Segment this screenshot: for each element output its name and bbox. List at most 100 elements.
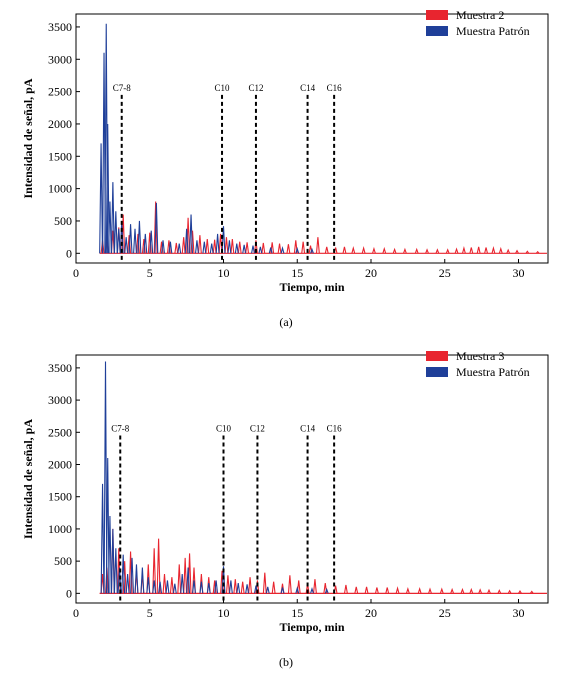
y-tick-label: 3500 <box>48 361 72 375</box>
peak <box>134 564 139 594</box>
x-tick-label: 0 <box>73 266 79 280</box>
peak <box>245 584 250 594</box>
x-tick-label: 25 <box>439 606 451 620</box>
peak <box>197 235 202 254</box>
legend-label: Muestra Patrón <box>456 24 530 38</box>
peak <box>218 233 223 254</box>
peak <box>195 240 199 254</box>
peak <box>417 586 422 594</box>
peak <box>529 590 534 594</box>
peak <box>497 589 502 594</box>
y-axis-label: Intensidad de señal, pA <box>21 419 35 539</box>
peak <box>313 579 317 594</box>
marker-label: C10 <box>216 424 232 434</box>
legend: Muestra 3 Muestra Patrón <box>426 349 530 379</box>
peak <box>507 589 512 594</box>
peak <box>143 233 148 254</box>
marker-label: C12 <box>250 424 265 434</box>
peak <box>450 587 455 594</box>
peak <box>177 243 182 254</box>
peak <box>137 220 142 254</box>
peak <box>214 580 219 594</box>
peak <box>315 237 320 254</box>
peak <box>364 586 369 594</box>
peak <box>435 248 440 254</box>
peak <box>478 588 483 594</box>
peak <box>425 248 429 254</box>
peak <box>100 483 105 594</box>
legend-label: Muestra 2 <box>456 8 504 22</box>
legend-swatch <box>426 351 448 361</box>
peak <box>268 247 273 254</box>
peak <box>184 228 189 254</box>
peak <box>392 247 397 254</box>
peak <box>361 246 366 254</box>
peak <box>125 573 130 594</box>
marker-label: C14 <box>300 83 316 93</box>
peak <box>265 586 270 594</box>
y-tick-label: 1500 <box>48 149 72 163</box>
peak <box>403 247 407 254</box>
peak <box>286 244 291 254</box>
peak <box>469 247 474 254</box>
y-tick-label: 3500 <box>48 20 72 34</box>
peak <box>487 588 491 594</box>
legend-label: Muestra 3 <box>456 349 504 363</box>
peak <box>190 230 195 254</box>
peak <box>162 573 167 594</box>
peak <box>271 581 276 594</box>
peak <box>372 246 376 254</box>
legend-label: Muestra Patrón <box>456 365 530 379</box>
peak <box>133 228 137 254</box>
peak <box>158 581 163 594</box>
x-tick-label: 5 <box>147 606 153 620</box>
y-tick-label: 1500 <box>48 490 72 504</box>
series-sample <box>100 528 534 594</box>
peak <box>242 244 247 254</box>
y-tick-label: 2000 <box>48 458 72 472</box>
peak <box>277 243 282 254</box>
peak <box>233 579 238 594</box>
y-axis-label: Intensidad de señal, pA <box>21 78 35 198</box>
peak <box>165 580 170 594</box>
x-axis-label: Tiempo, min <box>279 280 344 294</box>
marker-label: C16 <box>327 424 343 434</box>
series-sample <box>100 201 540 254</box>
peak <box>414 247 419 254</box>
peak <box>199 581 204 594</box>
peak <box>177 564 182 594</box>
peak <box>310 247 314 254</box>
peak <box>174 242 179 254</box>
peak <box>351 246 356 254</box>
peak <box>215 233 220 254</box>
peak <box>237 241 242 254</box>
peak <box>428 587 432 594</box>
peak <box>476 246 481 254</box>
peak <box>280 587 285 594</box>
peak <box>128 224 133 254</box>
peak <box>251 245 255 254</box>
peak <box>525 250 530 254</box>
peak <box>205 239 210 254</box>
peak <box>180 573 185 594</box>
peak <box>258 246 263 254</box>
peak <box>535 250 540 254</box>
x-tick-label: 20 <box>365 266 377 280</box>
peak <box>154 202 159 254</box>
series-pattern <box>100 361 329 594</box>
peak <box>130 557 134 594</box>
peak <box>110 528 115 594</box>
peak <box>469 587 474 594</box>
y-tick-label: 500 <box>54 214 72 228</box>
peak <box>136 233 140 254</box>
peak <box>189 214 193 254</box>
x-tick-label: 30 <box>513 266 525 280</box>
y-tick-label: 2000 <box>48 117 72 131</box>
y-tick-label: 2500 <box>48 425 72 439</box>
peak <box>295 586 300 594</box>
plot-frame <box>75 13 549 264</box>
peak <box>172 583 177 594</box>
peak <box>140 567 145 594</box>
y-tick-label: 1000 <box>48 522 72 536</box>
peak <box>105 123 110 254</box>
